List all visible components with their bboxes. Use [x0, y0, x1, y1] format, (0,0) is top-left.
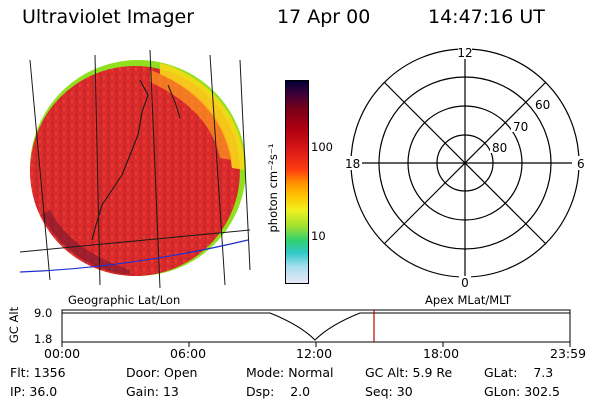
mlt-label-0: 0 — [461, 276, 469, 289]
disk-body — [30, 66, 240, 276]
polar-mlt-plot: 12 18 6 0 60 70 80 — [342, 45, 586, 289]
status-mode: Mode: Normal — [246, 365, 334, 380]
colorbar-unit-label: photon cm⁻²s⁻¹ — [266, 143, 280, 233]
equator-line — [19, 239, 249, 273]
status-gc-alt: GC Alt: 5.9 Re — [365, 365, 453, 380]
geo-latlon-label: Geographic Lat/Lon — [68, 293, 181, 307]
mlt-label-18: 18 — [345, 157, 360, 171]
gc-alt-axis-title: GC Alt — [7, 306, 22, 344]
lat-label-60: 60 — [535, 98, 550, 112]
x-tick-0600: 06:00 — [170, 346, 207, 361]
status-glon: GLon: 302.5 — [484, 384, 560, 399]
status-gain: Gain: 13 — [126, 384, 179, 399]
lat-label-80: 80 — [492, 141, 507, 155]
lat-lon-grid — [19, 49, 251, 289]
colorbar-tick-100: 100 — [311, 140, 333, 154]
date-label: 17 Apr 00 — [277, 6, 371, 28]
colorbar-tick-10: 10 — [311, 229, 326, 243]
color-scale-bar — [285, 80, 309, 284]
status-dsp: Dsp: 2.0 — [246, 384, 311, 399]
status-flt: Flt: 1356 — [10, 365, 66, 380]
y-tick-9: 9.0 — [34, 306, 53, 320]
altitude-curve — [62, 312, 570, 341]
status-glat: GLat: 7.3 — [484, 365, 554, 380]
lat-label-70: 70 — [513, 120, 528, 134]
status-door: Door: Open — [126, 365, 198, 380]
earth-uv-image — [19, 49, 251, 289]
status-seq: Seq: 30 — [365, 384, 413, 399]
y-tick-1-8: 1.8 — [34, 332, 53, 346]
x-tick-1800: 18:00 — [423, 346, 460, 361]
apex-mlat-mlt-label: Apex MLat/MLT — [425, 293, 512, 307]
time-label: 14:47:16 UT — [428, 6, 545, 28]
x-tick-1200: 12:00 — [296, 346, 333, 361]
mlt-label-12: 12 — [457, 46, 472, 60]
altitude-timeline — [61, 309, 571, 347]
status-ip: IP: 36.0 — [10, 384, 58, 399]
x-tick-0000: 00:00 — [44, 346, 81, 361]
x-tick-2359: 23:59 — [550, 346, 587, 361]
mlt-label-6: 6 — [577, 157, 585, 171]
coastline — [91, 79, 149, 241]
app-title: Ultraviolet Imager — [22, 6, 195, 28]
